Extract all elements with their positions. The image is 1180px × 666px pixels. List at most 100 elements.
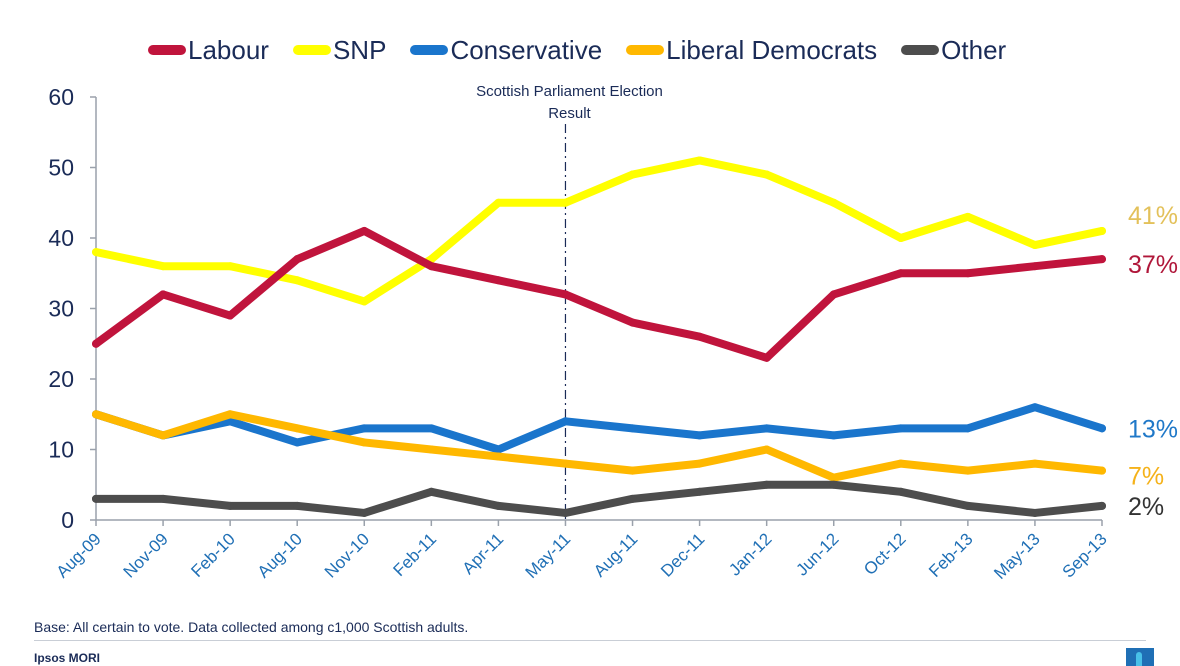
data-point-labour [494, 276, 503, 285]
data-point-other [963, 501, 972, 510]
y-tick-label: 40 [48, 225, 74, 251]
x-tick-label: Feb-11 [390, 529, 441, 580]
data-point-conservative [762, 424, 771, 433]
data-point-labour [695, 332, 704, 341]
data-point-labour [360, 226, 369, 235]
data-point-libdem [494, 452, 503, 461]
data-point-libdem [561, 459, 570, 468]
legend-swatch-snp [292, 45, 331, 55]
data-point-other [695, 487, 704, 496]
data-point-snp [963, 212, 972, 221]
series-line-libdem [92, 410, 1106, 482]
data-point-libdem [762, 445, 771, 454]
brand-name: Ipsos MORI [34, 651, 101, 665]
legend-item-conservative: Conservative [410, 35, 602, 66]
x-tick-label: Feb-10 [187, 529, 239, 581]
legend-label-conservative: Conservative [450, 34, 603, 65]
data-point-conservative [1098, 424, 1106, 433]
data-point-other [628, 494, 637, 503]
data-point-other [92, 494, 100, 503]
data-point-libdem [829, 473, 838, 482]
data-point-snp [159, 262, 168, 271]
data-point-other [494, 501, 503, 510]
data-point-libdem [159, 431, 168, 440]
legend-label-libdem: Liberal Democrats [666, 34, 878, 65]
y-tick-label: 0 [61, 507, 74, 533]
data-point-libdem [360, 438, 369, 447]
legend-swatch-other [901, 45, 940, 55]
data-point-labour [226, 311, 235, 320]
legend-swatch-labour [148, 45, 186, 55]
data-point-conservative [293, 438, 302, 447]
data-point-conservative [1030, 403, 1039, 412]
data-point-snp [226, 262, 235, 271]
data-point-other [762, 480, 771, 489]
data-point-snp [92, 248, 100, 257]
x-tick-label: Apr-11 [459, 529, 508, 578]
end-label-libdem: 7% [1128, 463, 1164, 491]
x-tick-label: Aug-10 [254, 529, 306, 581]
series-line-labour [92, 226, 1106, 362]
data-point-snp [896, 234, 905, 242]
data-point-snp [494, 198, 503, 207]
data-point-other [293, 501, 302, 510]
data-point-snp [762, 170, 771, 179]
data-point-labour [963, 269, 972, 278]
data-point-conservative [360, 424, 369, 433]
footer-divider [34, 640, 1146, 641]
y-tick-label: 30 [48, 296, 74, 322]
data-point-libdem [226, 410, 235, 419]
series-line-other [92, 480, 1106, 517]
data-point-conservative [896, 424, 905, 433]
y-tick-label: 10 [48, 437, 74, 463]
y-tick-label: 60 [48, 84, 74, 110]
data-point-libdem [1098, 466, 1106, 475]
election-annotation-text: Scottish Parliament Election [476, 83, 663, 100]
data-point-libdem [427, 445, 436, 454]
y-tick-label: 50 [48, 155, 74, 181]
data-point-libdem [293, 424, 302, 433]
data-point-conservative [494, 445, 503, 454]
data-point-other [226, 501, 235, 510]
data-point-snp [360, 297, 369, 306]
data-point-labour [427, 262, 436, 271]
legend-swatch-conservative [410, 45, 449, 55]
x-tick-label: Feb-13 [925, 529, 977, 581]
legend-item-other: Other [901, 35, 1006, 66]
x-tick-label: Oct-12 [860, 529, 910, 579]
data-point-snp [1098, 226, 1106, 235]
x-tick-label: Sep-13 [1059, 529, 1111, 581]
end-label-conservative: 13% [1128, 415, 1178, 443]
data-point-libdem [1030, 459, 1039, 468]
data-point-labour [628, 318, 637, 327]
data-point-conservative [829, 431, 838, 440]
legend-item-snp: SNP [292, 34, 387, 66]
data-point-labour [92, 339, 100, 348]
x-tick-label: Dec-11 [657, 529, 708, 580]
x-tick-label: Aug-09 [53, 529, 105, 581]
data-point-snp [829, 198, 838, 207]
data-point-libdem [695, 459, 704, 468]
data-point-other [561, 508, 570, 517]
data-point-other [427, 487, 436, 496]
x-tick-label: May-11 [522, 529, 575, 582]
data-point-snp [561, 198, 570, 207]
data-point-labour [159, 290, 168, 299]
data-point-conservative [628, 424, 637, 433]
data-point-labour [293, 255, 302, 264]
legend-label-snp: SNP [332, 34, 387, 65]
x-tick-label: Nov-09 [120, 529, 172, 581]
data-point-conservative [561, 417, 570, 426]
data-point-other [1030, 508, 1039, 517]
x-tick-label: Jan-12 [725, 529, 775, 579]
data-point-labour [1030, 262, 1039, 271]
series-line-conservative [92, 403, 1106, 454]
election-annotation-text: Result [548, 105, 591, 122]
data-point-conservative [427, 424, 436, 433]
data-point-libdem [92, 410, 100, 419]
data-point-snp [628, 170, 637, 179]
legend-label-other: Other [941, 34, 1007, 65]
data-point-libdem [628, 466, 637, 475]
end-label-labour: 37% [1128, 251, 1178, 279]
